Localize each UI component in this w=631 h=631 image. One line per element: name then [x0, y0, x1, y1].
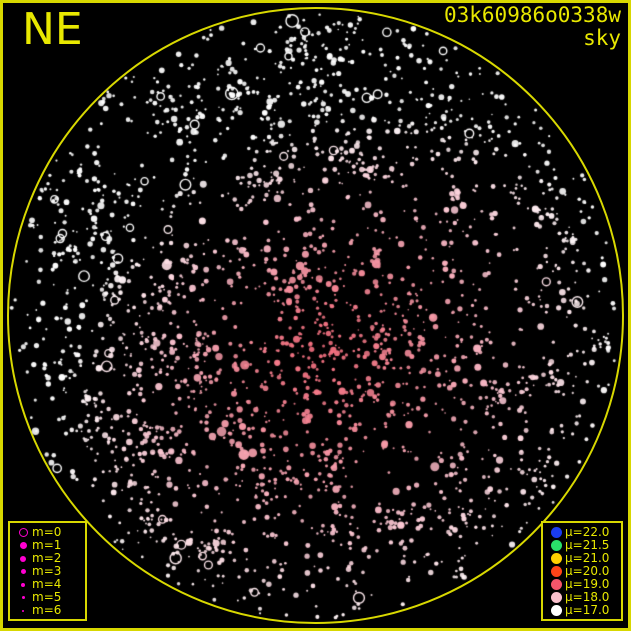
view-mode-label: sky: [583, 26, 621, 50]
field-id-label: 03k60986o0338w: [443, 3, 621, 27]
brightness-legend-label: μ=21.5: [565, 538, 610, 552]
magnitude-legend-label: m=4: [32, 577, 62, 591]
brightness-legend-label: μ=19.0: [565, 577, 610, 591]
magnitude-legend-label: m=2: [32, 551, 62, 565]
brightness-legend-row: μ=17.0: [543, 604, 621, 617]
magnitude-legend-label: m=6: [32, 603, 62, 617]
magnitude-marker-icon: [14, 526, 32, 539]
magnitude-marker-icon: [14, 539, 32, 552]
magnitude-legend-row: m=1: [10, 539, 85, 552]
brightness-legend-row: μ=19.0: [543, 578, 621, 591]
brightness-legend-row: μ=21.0: [543, 552, 621, 565]
magnitude-legend-row: m=6: [10, 604, 85, 617]
brightness-swatch-icon: [547, 565, 565, 578]
magnitude-legend-row: m=4: [10, 578, 85, 591]
brightness-swatch-icon: [547, 578, 565, 591]
magnitude-marker-icon: [14, 578, 32, 591]
brightness-swatch-icon: [547, 604, 565, 617]
brightness-legend-label: μ=20.0: [565, 564, 610, 578]
brightness-legend-row: μ=20.0: [543, 565, 621, 578]
brightness-legend-row: μ=21.5: [543, 539, 621, 552]
brightness-swatch-icon: [547, 539, 565, 552]
brightness-legend-row: μ=18.0: [543, 591, 621, 604]
direction-label-ne: NE: [22, 4, 83, 55]
magnitude-legend-row: m=2: [10, 552, 85, 565]
magnitude-marker-icon: [14, 565, 32, 578]
brightness-legend-label: μ=18.0: [565, 590, 610, 604]
magnitude-legend-row: m=0: [10, 526, 85, 539]
brightness-swatch-icon: [547, 591, 565, 604]
magnitude-legend: m=0 m=1 m=2 m=3 m=4 m=5 m=6: [8, 521, 87, 621]
brightness-swatch-icon: [547, 552, 565, 565]
brightness-legend-label: μ=17.0: [565, 603, 610, 617]
magnitude-legend-row: m=5: [10, 591, 85, 604]
brightness-legend-label: μ=21.0: [565, 551, 610, 565]
magnitude-legend-row: m=3: [10, 565, 85, 578]
magnitude-legend-label: m=0: [32, 525, 62, 539]
brightness-swatch-icon: [547, 526, 565, 539]
magnitude-legend-label: m=1: [32, 538, 62, 552]
magnitude-legend-label: m=3: [32, 564, 62, 578]
magnitude-marker-icon: [14, 604, 32, 617]
magnitude-marker-icon: [14, 552, 32, 565]
brightness-legend-row: μ=22.0: [543, 526, 621, 539]
magnitude-marker-icon: [14, 591, 32, 604]
brightness-legend-label: μ=22.0: [565, 525, 610, 539]
magnitude-legend-label: m=5: [32, 590, 62, 604]
surface-brightness-legend: μ=22.0 μ=21.5 μ=21.0 μ=20.0 μ=19.0 μ=18.0 μ=17…: [541, 521, 623, 621]
